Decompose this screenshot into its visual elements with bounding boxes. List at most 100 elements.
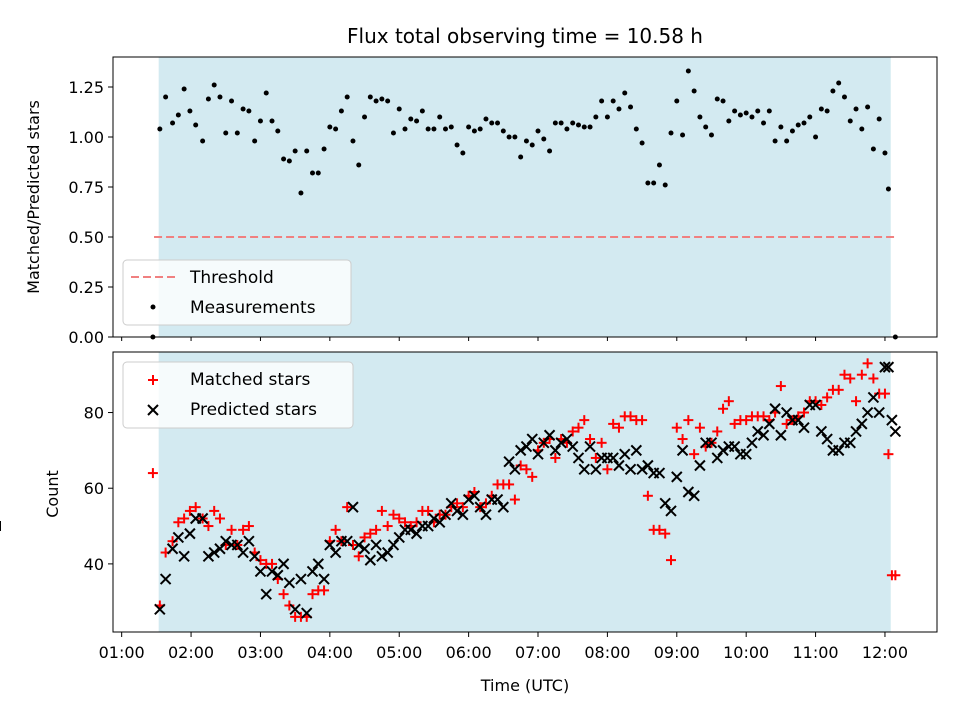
- predicted-point-b: [861, 406, 874, 419]
- measurement-point: [500, 128, 506, 134]
- predicted-point-b: [549, 444, 562, 457]
- matched-point: [712, 426, 723, 437]
- measurement-point: [685, 68, 691, 74]
- predicted-point-b: [676, 444, 689, 457]
- predicted-point: [248, 550, 261, 563]
- predicted-point-b: [301, 607, 313, 619]
- legend-measurements-swatch: [150, 304, 156, 310]
- matched-point: [683, 415, 694, 426]
- predicted-point-b: [671, 471, 683, 483]
- x-tick-label: 08:00: [584, 643, 630, 662]
- predicted-point: [381, 546, 394, 559]
- predicted-point-b: [665, 505, 677, 517]
- predicted-point-b: [381, 546, 394, 559]
- matched-point: [729, 418, 740, 429]
- predicted-point-b: [208, 546, 220, 559]
- measurement-point: [269, 118, 275, 124]
- predicted-point-b: [624, 463, 637, 476]
- predicted-point-b: [717, 444, 729, 457]
- matched-point: [342, 502, 353, 513]
- measurement-point: [460, 150, 466, 156]
- predicted-point-b: [584, 440, 596, 453]
- predicted-point: [688, 490, 700, 502]
- predicted-point: [532, 448, 544, 460]
- measurement-point: [257, 118, 263, 124]
- predicted-point-b: [497, 501, 510, 513]
- measurement-point: [737, 112, 743, 118]
- measurement-point: [761, 120, 767, 126]
- predicted-point-b: [353, 539, 365, 551]
- measurement-point: [570, 120, 576, 126]
- predicted-point: [613, 459, 625, 472]
- x-axis-label: Time (UTC): [480, 676, 569, 695]
- measurement-point: [431, 126, 437, 132]
- predicted-point: [405, 524, 417, 536]
- matched-point: [179, 513, 190, 524]
- matched-point: [694, 422, 705, 433]
- predicted-point-b: [694, 459, 706, 472]
- predicted-point: [503, 456, 515, 468]
- predicted-point-b: [248, 550, 261, 563]
- measurement-point: [633, 126, 639, 132]
- measurement-point: [732, 108, 738, 114]
- predicted-point-b: [613, 459, 625, 472]
- predicted-point-b: [607, 452, 619, 464]
- measurement-point: [518, 154, 524, 160]
- measurement-point: [506, 134, 512, 140]
- predicted-point-b: [324, 539, 336, 551]
- predicted-point: [220, 535, 232, 547]
- matched-point: [365, 528, 376, 539]
- predicted-point-b: [757, 429, 770, 441]
- predicted-point: [624, 463, 637, 476]
- predicted-point: [873, 406, 885, 419]
- predicted-point: [740, 448, 752, 460]
- matched-point: [226, 524, 237, 535]
- predicted-point-b: [740, 448, 752, 460]
- measurement-point: [564, 126, 570, 132]
- predicted-point: [619, 448, 631, 460]
- measurement-point: [859, 126, 865, 132]
- matched-point: [452, 498, 463, 509]
- predicted-point-b: [312, 558, 324, 570]
- measurement-point: [818, 106, 824, 112]
- matched-point: [799, 407, 810, 418]
- measurement-point: [211, 82, 217, 88]
- measurement-point: [200, 138, 206, 144]
- predicted-point: [428, 512, 440, 525]
- predicted-point: [636, 463, 648, 476]
- predicted-point: [763, 418, 776, 430]
- legend-matched-label: Matched stars: [190, 370, 310, 390]
- legend-predicted-label: Predicted stars: [190, 400, 317, 420]
- chart-title: Flux total observing time = 10.58 h: [347, 24, 703, 48]
- bottom-y-tick-label: 40: [84, 555, 104, 574]
- predicted-point: [329, 546, 342, 559]
- matched-point: [382, 521, 393, 532]
- measurement-point: [390, 130, 396, 136]
- predicted-point-b: [509, 463, 521, 476]
- predicted-point-b: [439, 508, 452, 521]
- predicted-point: [705, 437, 718, 449]
- legend-predicted-swatch: [147, 404, 159, 416]
- predicted-point: [283, 577, 296, 589]
- predicted-point: [387, 539, 400, 551]
- predicted-point: [538, 437, 550, 449]
- predicted-point-b: [514, 444, 527, 457]
- matched-point: [190, 502, 201, 513]
- predicted-point-b: [769, 403, 781, 415]
- predicted-point: [480, 508, 492, 521]
- measurement-point: [175, 112, 181, 118]
- top-y-axis-label: Matched/Predicted stars: [24, 100, 43, 294]
- predicted-point-b: [815, 425, 828, 438]
- predicted-point-b: [405, 524, 417, 536]
- predicted-point-b: [364, 554, 377, 566]
- predicted-point: [882, 361, 895, 373]
- matched-point: [521, 464, 532, 475]
- measurement-point: [885, 186, 891, 192]
- predicted-point-b: [214, 543, 226, 555]
- predicted-point-b: [358, 543, 371, 555]
- predicted-point-b: [468, 490, 481, 502]
- predicted-point: [491, 493, 504, 506]
- predicted-point-b: [393, 531, 405, 544]
- predicted-point: [434, 516, 446, 528]
- matched-point: [625, 411, 636, 422]
